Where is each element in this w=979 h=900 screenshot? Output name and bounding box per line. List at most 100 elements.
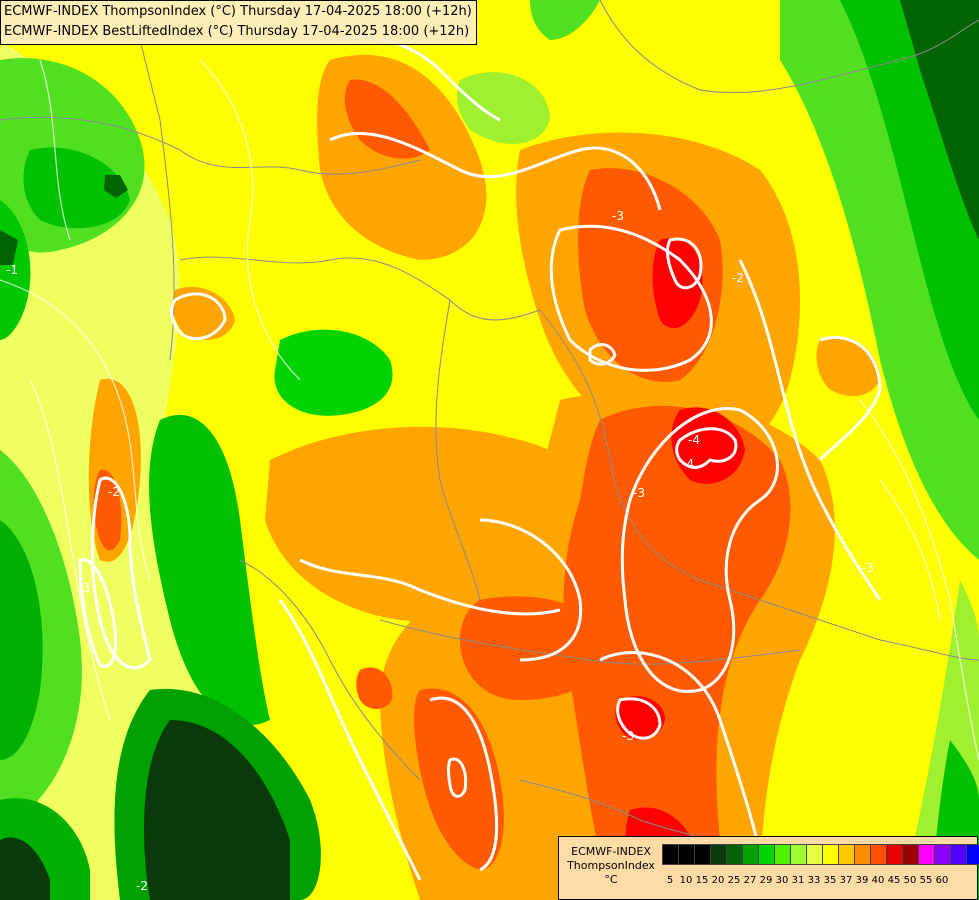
isoline <box>329 131 662 211</box>
green-band-west <box>149 414 270 726</box>
legend-label: 50 <box>903 875 917 886</box>
dark-green-spot-northwest <box>104 175 128 198</box>
orange-spot-east <box>816 337 880 397</box>
lime-area-north <box>457 72 550 144</box>
legend-swatch <box>710 844 727 865</box>
isoline <box>78 558 118 668</box>
legend-swatch <box>774 844 791 865</box>
legend-value-labels: 5 10 15 20 25 27 29 30 31 33 35 37 39 40 45 50 55 60 <box>662 875 950 886</box>
green-core-southwest <box>0 520 43 760</box>
legend-swatch <box>902 844 919 865</box>
isoline <box>479 518 583 662</box>
red-orange-area-north <box>344 79 430 159</box>
color-legend: ECMWF-INDEX ThompsonIndex °C 5 10 15 20 25 27… <box>558 836 979 900</box>
isoline <box>278 599 422 881</box>
legend-label: 15 <box>695 875 709 886</box>
thin-isoline <box>29 379 111 721</box>
contour-label: -2 <box>136 879 148 893</box>
country-borders <box>0 0 979 861</box>
border-line <box>239 559 421 781</box>
isoline <box>549 224 713 372</box>
contour-label: -1 <box>6 263 18 277</box>
legend-model: ECMWF-INDEX <box>571 845 651 858</box>
legend-swatch <box>870 844 887 865</box>
legend-swatch <box>790 844 807 865</box>
legend-label: 33 <box>807 875 821 886</box>
legend-label: 10 <box>679 875 693 886</box>
isoline <box>447 757 468 798</box>
dark-green-corner <box>0 837 50 900</box>
isoline <box>429 696 498 872</box>
isoline <box>818 335 882 462</box>
thin-isoline <box>39 59 71 241</box>
border-line <box>435 299 481 601</box>
legend-swatch <box>694 844 711 865</box>
legend-title: ECMWF-INDEX ThompsonIndex °C <box>563 845 659 887</box>
thin-isoline <box>879 479 941 621</box>
contour-labels: -3 -3 -3 -4 -4 -2 -3 -2 -3 -2 -1 <box>6 209 874 893</box>
legend-swatch <box>950 844 967 865</box>
contour-label: -3 <box>78 581 90 595</box>
legend-swatch <box>726 844 743 865</box>
border-line <box>179 256 541 321</box>
thin-isolines <box>0 59 979 761</box>
isoline <box>666 237 703 290</box>
red-orange-strip-west <box>93 469 122 551</box>
thin-isoline <box>0 279 151 581</box>
legend-swatch <box>742 844 759 865</box>
legend-label: 37 <box>839 875 853 886</box>
legend-label: 27 <box>743 875 757 886</box>
legend-label: 60 <box>935 875 949 886</box>
legend-label: 29 <box>759 875 773 886</box>
contour-label: -4 <box>682 457 694 471</box>
legend-swatch <box>934 844 951 865</box>
legend-label: 39 <box>855 875 869 886</box>
isoline <box>616 697 662 740</box>
legend-color-scale <box>662 844 979 865</box>
red-core-east <box>671 407 745 484</box>
legend-parameter: ThompsonIndex <box>567 859 655 872</box>
map-title-box: ECMWF-INDEX ThompsonIndex (°C) Thursday … <box>0 0 477 45</box>
legend-swatch <box>662 844 679 865</box>
contour-label: -2 <box>732 271 744 285</box>
legend-label: 55 <box>919 875 933 886</box>
dark-green-west-edge <box>0 230 18 265</box>
contour-label: -3 <box>633 486 645 500</box>
contour-label: -3 <box>862 561 874 575</box>
red-orange-area-northeast <box>578 168 723 382</box>
legend-swatch <box>678 844 695 865</box>
legend-label: 45 <box>887 875 901 886</box>
map-title-line-lifted: ECMWF-INDEX BestLiftedIndex (°C) Thursda… <box>4 24 470 39</box>
red-orange-spot-southwest <box>356 667 393 709</box>
green-area-central <box>274 329 393 416</box>
legend-label: 35 <box>823 875 837 886</box>
legend-swatch <box>966 844 979 865</box>
green-core-northwest <box>23 147 130 229</box>
legend-label: 31 <box>791 875 805 886</box>
legend-swatch <box>918 844 935 865</box>
green-spot-north <box>530 0 600 40</box>
border-line <box>539 309 979 661</box>
legend-label: 40 <box>871 875 885 886</box>
isolines <box>78 35 882 900</box>
isoline <box>620 407 779 693</box>
legend-label: 25 <box>727 875 741 886</box>
legend-label: 30 <box>775 875 789 886</box>
border-line <box>599 0 979 94</box>
isoline <box>170 292 227 341</box>
legend-unit: °C <box>604 873 618 886</box>
legend-swatch <box>854 844 871 865</box>
contour-label: -3 <box>622 729 634 743</box>
legend-swatch <box>822 844 839 865</box>
dark-green-northeast <box>900 0 979 240</box>
legend-swatch <box>758 844 775 865</box>
contour-label: -2 <box>108 485 120 499</box>
thin-isoline <box>199 59 301 381</box>
legend-swatch <box>886 844 903 865</box>
isoline <box>675 427 738 469</box>
isoline <box>91 476 152 670</box>
dark-green-area-south <box>144 720 290 900</box>
isoline <box>299 558 561 616</box>
